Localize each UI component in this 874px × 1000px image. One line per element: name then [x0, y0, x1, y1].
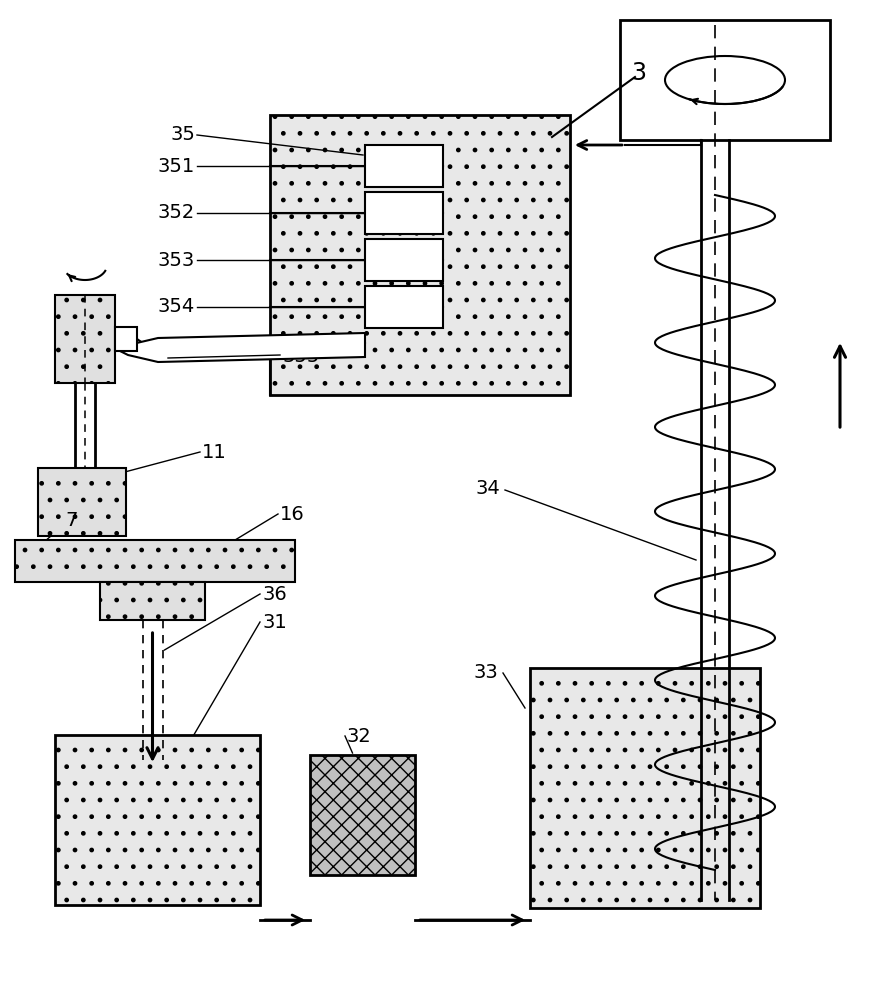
- Text: 354: 354: [157, 298, 195, 316]
- Text: 32: 32: [347, 726, 371, 746]
- Text: 16: 16: [280, 504, 305, 524]
- Bar: [115, 327, 137, 351]
- Text: 355: 355: [282, 348, 319, 366]
- Bar: [365, 239, 443, 281]
- Bar: [530, 668, 760, 908]
- Bar: [55, 295, 115, 383]
- Bar: [100, 582, 205, 620]
- Text: 352: 352: [157, 204, 195, 223]
- Bar: [38, 468, 126, 536]
- Text: 7: 7: [66, 511, 78, 530]
- Text: 353: 353: [157, 250, 195, 269]
- Bar: [365, 286, 443, 328]
- Text: 34: 34: [475, 479, 500, 497]
- Text: 36: 36: [262, 584, 287, 603]
- Bar: [55, 735, 260, 905]
- Text: 351: 351: [157, 156, 195, 176]
- Polygon shape: [118, 333, 365, 362]
- Bar: [270, 115, 570, 395]
- Text: 11: 11: [202, 444, 226, 462]
- Bar: [620, 20, 830, 140]
- Text: 33: 33: [473, 664, 498, 682]
- Bar: [310, 755, 415, 875]
- Bar: [15, 540, 295, 582]
- Text: 3: 3: [632, 61, 647, 85]
- Text: 31: 31: [262, 612, 287, 632]
- Text: 35: 35: [170, 125, 195, 144]
- Bar: [365, 145, 443, 187]
- Bar: [365, 192, 443, 234]
